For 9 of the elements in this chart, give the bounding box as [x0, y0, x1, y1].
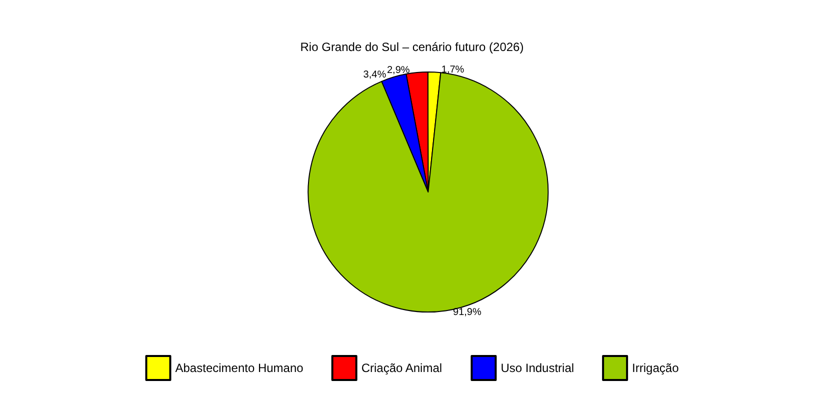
legend-label: Uso Industrial — [500, 361, 574, 375]
legend-label: Criação Animal — [361, 361, 442, 375]
data-label: 3,4% — [363, 70, 386, 81]
chart-title: Rio Grande do Sul – cenário futuro (2026) — [300, 40, 524, 54]
data-label: 2,9% — [386, 65, 410, 76]
data-label: 1,7% — [441, 64, 464, 76]
legend-label: Irrigação — [632, 361, 680, 375]
legend-label: Abastecimento Humano — [175, 361, 304, 375]
data-label: 91,9% — [453, 307, 482, 318]
